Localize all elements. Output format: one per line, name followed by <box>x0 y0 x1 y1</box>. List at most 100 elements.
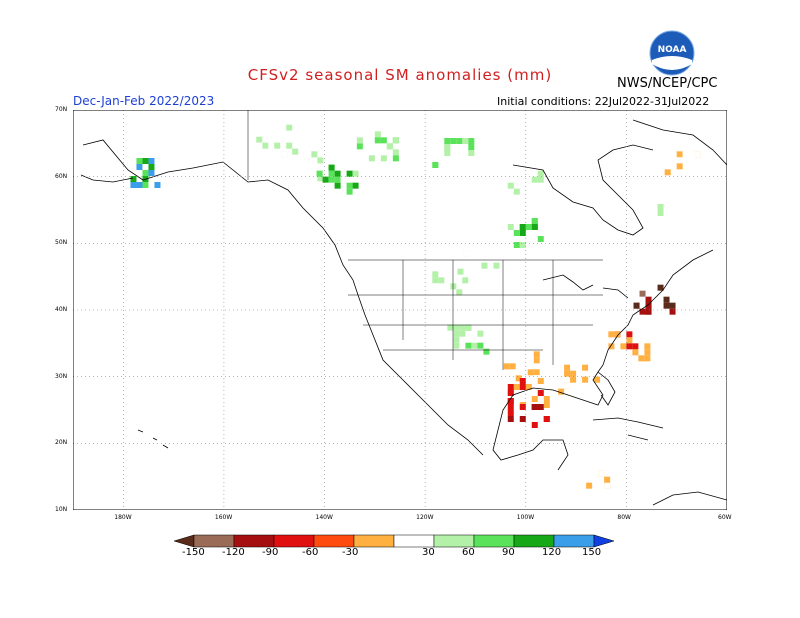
legend-swatch <box>233 534 275 548</box>
anomaly-cell <box>481 256 488 263</box>
anomaly-cell <box>507 404 514 410</box>
anomaly-cell <box>531 396 538 402</box>
anomaly-cell <box>682 151 689 158</box>
anomaly-cell <box>657 210 664 216</box>
anomaly-cell <box>598 488 605 495</box>
anomaly-cell <box>386 143 393 150</box>
anomaly-cell <box>444 150 451 156</box>
anomaly-cell <box>582 388 589 395</box>
anomaly-cell <box>604 464 611 471</box>
anomaly-cell <box>148 164 155 170</box>
anomaly-cell <box>639 308 646 315</box>
anomaly-cell <box>356 137 363 144</box>
anomaly-cell <box>299 151 306 158</box>
anomaly-cell <box>287 175 294 182</box>
anomaly-cell <box>592 488 599 495</box>
anomaly-cell <box>392 155 399 162</box>
legend-tick-label: -90 <box>262 547 279 558</box>
anomaly-cell <box>525 384 532 390</box>
legend-swatch <box>273 534 315 548</box>
anomaly-cell <box>477 342 484 349</box>
legend-swatch <box>553 534 595 548</box>
anomaly-cell <box>651 222 658 228</box>
anomaly-cell <box>626 331 633 338</box>
anomaly-cell <box>475 256 482 263</box>
anomaly-cell <box>256 136 263 143</box>
anomaly-cell <box>582 376 589 383</box>
anomaly-cell <box>481 262 488 269</box>
anomaly-cell <box>669 216 676 222</box>
anomaly-cell <box>515 375 522 382</box>
anomaly-cell <box>256 142 263 149</box>
anomaly-cell <box>392 137 399 144</box>
anomaly-cell <box>287 163 294 170</box>
legend-tick-label: -120 <box>222 547 245 558</box>
season-label: Dec-Jan-Feb 2022/2023 <box>73 94 215 108</box>
anomaly-region <box>432 138 475 168</box>
anomaly-cell <box>368 155 375 162</box>
anomaly-cell <box>493 250 500 257</box>
legend-tick-label: 120 <box>542 547 562 558</box>
anomaly-cell <box>537 176 544 183</box>
anomaly-cell <box>334 182 341 189</box>
anomaly-cell <box>462 277 469 284</box>
anomaly-cell <box>574 476 581 483</box>
anomaly-cell <box>444 283 451 290</box>
anomaly-cell <box>328 170 335 177</box>
legend-swatch <box>193 534 235 548</box>
anomaly-cell <box>507 176 514 183</box>
anomaly-cell <box>664 169 671 176</box>
legend-swatch <box>513 534 555 548</box>
anomaly-cell <box>457 256 464 263</box>
anomaly-cell <box>513 384 520 390</box>
anomaly-cell <box>374 131 381 138</box>
anomaly-cell <box>453 342 460 349</box>
anomaly-cell <box>475 250 482 257</box>
anomaly-cell <box>594 376 601 383</box>
lon-tick-label: 180W <box>114 514 132 521</box>
anomaly-cell <box>644 349 651 356</box>
anomaly-cell <box>453 336 460 343</box>
anomaly-cell <box>608 331 615 338</box>
anomaly-cell <box>317 175 324 182</box>
anomaly-cell <box>519 384 526 390</box>
anomaly-cell <box>669 302 676 309</box>
anomaly-cell <box>509 363 516 370</box>
anomaly-cell <box>154 182 161 188</box>
anomaly-cell <box>392 149 399 156</box>
anomaly-cell <box>519 242 526 248</box>
anomaly-region <box>507 398 550 428</box>
anomaly-cell <box>447 324 454 331</box>
anomaly-cell <box>533 351 540 358</box>
legend-swatch <box>473 534 515 548</box>
anomaly-cell <box>676 151 683 158</box>
anomaly-cell <box>444 138 451 144</box>
anomaly-cell <box>626 337 633 344</box>
anomaly-cell <box>688 175 695 182</box>
anomaly-cell <box>142 170 149 176</box>
anomaly-cell <box>633 222 640 228</box>
anomaly-cell <box>450 138 457 144</box>
legend-swatch <box>353 534 395 548</box>
anomaly-cell <box>537 404 544 410</box>
anomaly-cell <box>533 375 540 382</box>
anomaly-region <box>316 164 359 195</box>
anomaly-cell <box>148 170 155 176</box>
anomaly-cells-layer <box>130 124 701 495</box>
anomaly-region <box>130 158 161 188</box>
anomaly-cell <box>620 343 627 350</box>
anomaly-cell <box>525 224 532 230</box>
svg-text:NOAA: NOAA <box>658 45 687 55</box>
anomaly-cell <box>286 142 293 149</box>
anomaly-cell <box>676 163 683 170</box>
anomaly-cell <box>444 144 451 150</box>
anomaly-cell <box>657 216 664 222</box>
anomaly-cell <box>380 137 387 144</box>
anomaly-cell <box>519 378 526 384</box>
anomaly-region <box>432 271 475 302</box>
anomaly-cell <box>519 224 526 230</box>
anomaly-cell <box>346 170 353 177</box>
anomaly-cell <box>322 176 329 183</box>
anomaly-cell <box>450 283 457 290</box>
anomaly-cell <box>537 188 544 195</box>
